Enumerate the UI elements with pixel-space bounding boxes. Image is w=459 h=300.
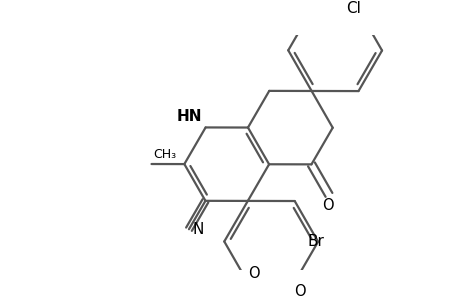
Text: O: O <box>294 284 306 299</box>
Text: Cl: Cl <box>346 1 361 16</box>
Text: HN: HN <box>177 109 202 124</box>
Text: CH₃: CH₃ <box>153 148 176 161</box>
Text: Br: Br <box>307 234 324 249</box>
Text: O: O <box>247 266 259 280</box>
Text: N: N <box>192 222 203 237</box>
Text: O: O <box>322 198 333 213</box>
